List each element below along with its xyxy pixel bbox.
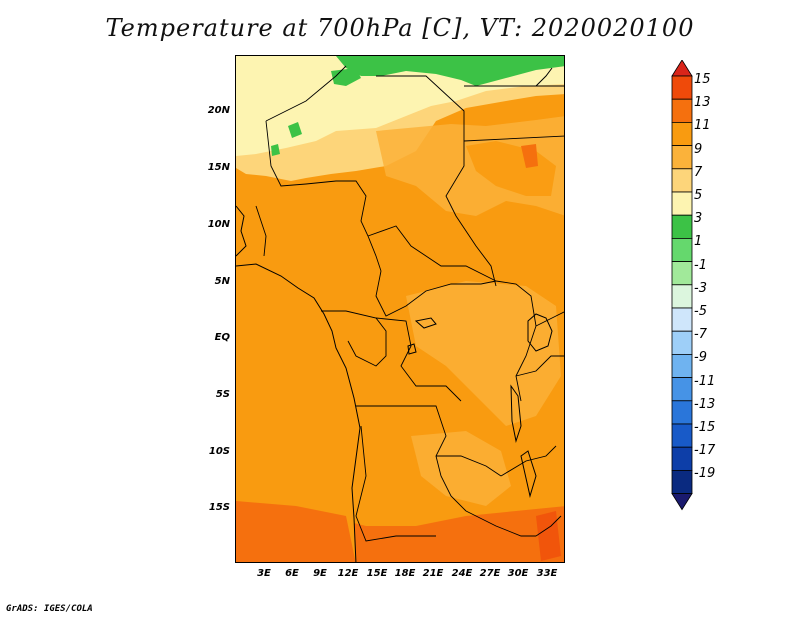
lat-label-5s: 5S: [215, 389, 230, 400]
lon-label-30e: 30E: [507, 568, 529, 579]
map-canvas: [236, 56, 564, 562]
colorbar-tick-label: -9: [694, 350, 707, 366]
colorbar-swatch: [671, 307, 693, 332]
colorbar-swatch: [671, 330, 693, 355]
credit-text: GrADS: IGES/COLA: [6, 604, 93, 614]
colorbar-swatch: [671, 446, 693, 471]
colorbar-swatch: [671, 98, 693, 123]
colorbar-swatch: [671, 423, 693, 448]
colorbar-swatch: [671, 261, 693, 286]
country-borders: [255, 65, 564, 542]
colorbar-tick-label: 15: [694, 72, 711, 87]
colorbar-swatch: [671, 214, 693, 239]
colorbar-tick-label: 5: [694, 188, 703, 203]
colorbar-tick-label: 3: [694, 211, 703, 227]
colorbar-bottom-arrow: [671, 493, 693, 511]
lakes: [407, 67, 553, 498]
colorbar-tick-label: -13: [694, 396, 716, 412]
colorbar-swatch: [671, 191, 693, 216]
lon-label-18e: 18E: [394, 568, 416, 579]
colorbar-top-arrow: [671, 60, 693, 77]
lon-label-9e: 9E: [313, 568, 327, 579]
lon-label-33e: 33E: [536, 568, 558, 579]
colorbar-tick-label: 9: [694, 141, 703, 157]
field-1-to-3: [336, 56, 564, 86]
colorbar-swatch: [671, 353, 693, 378]
colorbar-tick-label: -5: [694, 304, 707, 319]
lon-label-3e: 3E: [257, 568, 271, 579]
lat-label-5n: 5N: [214, 276, 230, 287]
lon-label-21e: 21E: [422, 568, 444, 579]
colorbar-swatch: [671, 75, 693, 100]
colorbar-swatch: [671, 122, 693, 147]
coastline: [236, 263, 361, 562]
lat-label-10s: 10S: [208, 446, 230, 457]
lat-label-15s: 15S: [208, 502, 230, 513]
lat-label-10n: 10N: [207, 219, 230, 230]
temperature-map: [235, 55, 565, 563]
lat-label-eq: EQ: [214, 332, 230, 343]
colorbar-swatch: [671, 377, 693, 402]
colorbar-tick-label: -19: [694, 466, 716, 482]
colorbar-swatch: [671, 168, 693, 193]
colorbar: [671, 60, 693, 511]
colorbar-swatch: [671, 400, 693, 425]
colorbar-tick-label: 13: [694, 95, 711, 111]
map-title: Temperature at 700hPa [C], VT: 202002010…: [105, 14, 695, 42]
atlantic-ocean: [236, 266, 361, 562]
lat-label-15n: 15N: [207, 162, 230, 173]
colorbar-tick-label: -15: [694, 420, 716, 435]
colorbar-tick-label: -7: [694, 327, 707, 343]
lon-label-24e: 24E: [451, 568, 473, 579]
lon-label-6e: 6E: [285, 568, 299, 579]
colorbar-swatch: [671, 284, 693, 309]
field-7-to-9-east: [406, 281, 561, 426]
colorbar-tick-label: 11: [694, 118, 711, 134]
colorbar-tick-label: -17: [694, 443, 716, 459]
colorbar-tick-label: 1: [694, 234, 703, 250]
lon-label-27e: 27E: [479, 568, 501, 579]
colorbar-swatch: [671, 145, 693, 170]
colorbar-tick-label: -11: [694, 373, 716, 389]
colorbar-tick-label: 7: [694, 164, 703, 180]
lat-label-20n: 20N: [207, 105, 230, 116]
lon-label-12e: 12E: [337, 568, 359, 579]
colorbar-tick-label: -1: [694, 257, 707, 273]
colorbar-tick-label: -3: [694, 280, 707, 296]
colorbar-swatch: [671, 469, 693, 494]
lon-label-15e: 15E: [366, 568, 388, 579]
colorbar-swatch: [671, 237, 693, 262]
